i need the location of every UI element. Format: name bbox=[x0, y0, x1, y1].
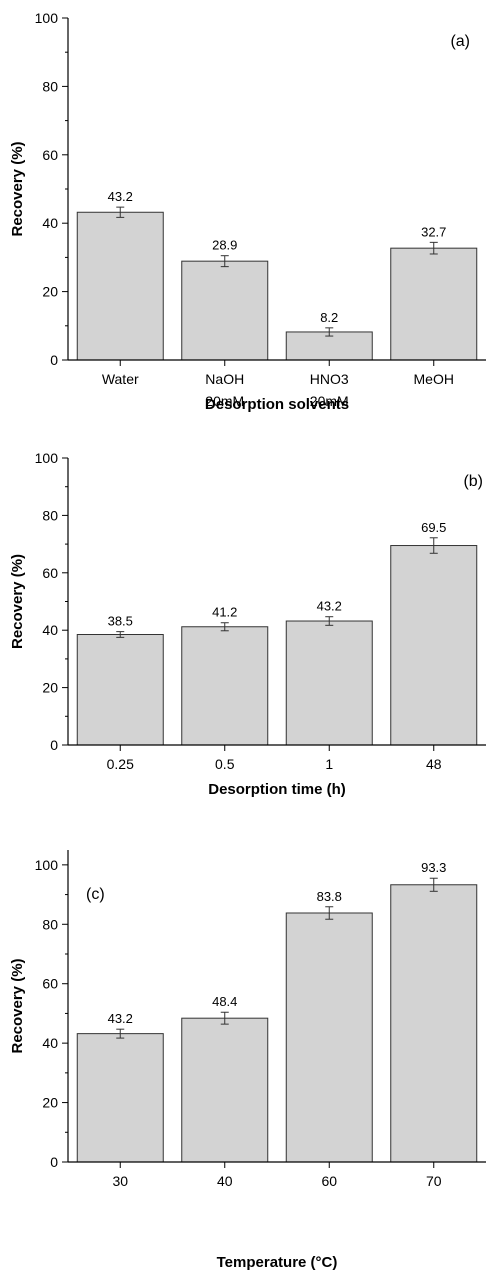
x-tick-label: 0.5 bbox=[215, 756, 235, 772]
chart-panel-3: 43.2 48.4 83.8 93.3 0 20 40 60 80 100 30 40 60 70 Temp… bbox=[9, 850, 486, 1271]
bar bbox=[181, 260, 269, 361]
y-tick-label: 0 bbox=[50, 1154, 58, 1170]
data-label: 8.2 bbox=[320, 310, 338, 325]
y-tick-label: 40 bbox=[42, 622, 58, 638]
y-tick-label: 60 bbox=[42, 565, 58, 581]
y-tick-label: 100 bbox=[35, 857, 59, 873]
panel-label: (b) bbox=[463, 473, 483, 490]
y-tick-label: 20 bbox=[42, 680, 58, 696]
bar bbox=[181, 626, 269, 746]
y-axis-title: Recovery (%) bbox=[9, 958, 26, 1053]
x-tick-label: 60 bbox=[321, 1173, 337, 1189]
y-tick-label: 60 bbox=[42, 147, 58, 163]
x-tick-label: MeOH bbox=[414, 371, 454, 387]
data-label: 43.2 bbox=[317, 599, 342, 614]
bar bbox=[285, 620, 373, 746]
y-tick-label: 0 bbox=[50, 352, 58, 368]
x-tick-label: 1 bbox=[325, 756, 333, 772]
x-tick-label: 40 bbox=[217, 1173, 233, 1189]
data-label: 43.2 bbox=[108, 189, 133, 204]
data-label: 93.3 bbox=[421, 860, 446, 875]
x-tick-label: Water bbox=[102, 371, 139, 387]
data-label: 48.4 bbox=[212, 994, 237, 1009]
y-tick-label: 80 bbox=[42, 507, 58, 523]
panel-label: (c) bbox=[86, 886, 105, 903]
data-label: 43.2 bbox=[108, 1011, 133, 1026]
bar bbox=[390, 545, 478, 746]
data-label: 38.5 bbox=[108, 614, 133, 629]
bar bbox=[390, 884, 478, 1163]
bar bbox=[285, 912, 373, 1163]
data-label: 28.9 bbox=[212, 238, 237, 253]
y-tick-label: 20 bbox=[42, 1095, 58, 1111]
bar bbox=[181, 1017, 269, 1163]
chart-panel-1: 43.2 28.9 8.2 32.7 0 20 40 60 80 100 Water NaOH 20mM… bbox=[9, 10, 486, 413]
x-tick-label: 70 bbox=[426, 1173, 442, 1189]
data-label: 32.7 bbox=[421, 224, 446, 239]
bar bbox=[76, 1033, 164, 1163]
data-label: 83.8 bbox=[317, 889, 342, 904]
y-tick-label: 40 bbox=[42, 215, 58, 231]
y-tick-label: 80 bbox=[42, 78, 58, 94]
x-tick-label: NaOH 20mM bbox=[205, 371, 244, 409]
y-axis-title: Recovery (%) bbox=[9, 554, 26, 649]
x-tick-label: 30 bbox=[112, 1173, 128, 1189]
panel-label: (a) bbox=[450, 33, 470, 50]
x-axis-title: Desorption time (h) bbox=[208, 781, 346, 798]
y-tick-label: 0 bbox=[50, 737, 58, 753]
y-tick-label: 100 bbox=[35, 10, 59, 26]
data-label: 41.2 bbox=[212, 605, 237, 620]
y-tick-label: 80 bbox=[42, 916, 58, 932]
chart-panel-2: 38.5 41.2 43.2 69.5 0 20 40 60 80 100 0.25 0.5 1 48 De… bbox=[9, 450, 486, 798]
bar bbox=[390, 247, 478, 361]
bar bbox=[76, 634, 164, 746]
x-tick-label: 48 bbox=[426, 756, 442, 772]
y-axis-title: Recovery (%) bbox=[9, 141, 26, 236]
x-tick-label: HNO3 20mM bbox=[310, 371, 349, 409]
y-tick-label: 100 bbox=[35, 450, 59, 466]
y-tick-label: 20 bbox=[42, 284, 58, 300]
y-tick-label: 60 bbox=[42, 976, 58, 992]
bar bbox=[76, 211, 164, 361]
x-axis-title: Desorption solvents bbox=[205, 396, 349, 413]
data-label: 69.5 bbox=[421, 520, 446, 535]
y-tick-label: 40 bbox=[42, 1035, 58, 1051]
x-tick-label: 0.25 bbox=[107, 756, 134, 772]
x-axis-title: Temperature (°C) bbox=[217, 1254, 338, 1271]
